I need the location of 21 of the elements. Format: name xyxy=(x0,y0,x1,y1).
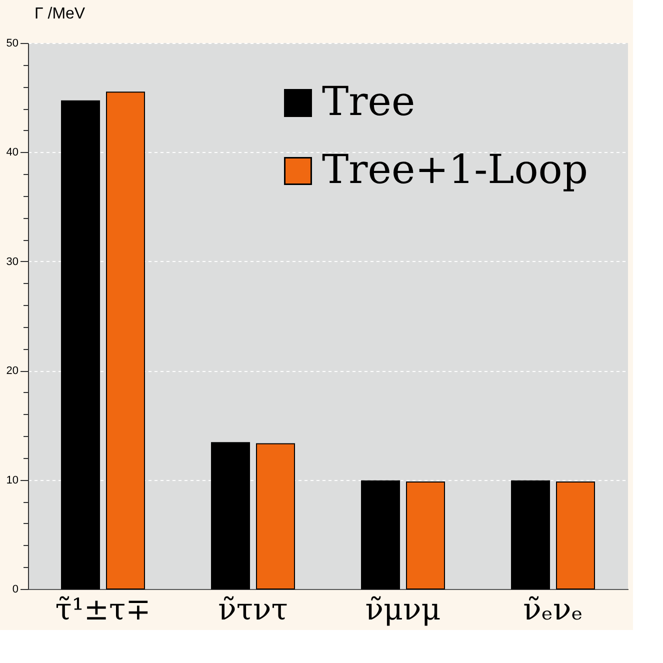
legend-label: Tree xyxy=(322,79,416,125)
y-tick-label: 50 xyxy=(6,38,18,50)
x-tick-label: ν̃ₑνₑ xyxy=(523,592,583,628)
legend-label: Tree+1-Loop xyxy=(322,147,588,193)
y-tick-label: 0 xyxy=(12,584,18,596)
x-tick-label: ν̃τντ xyxy=(218,592,288,628)
bar xyxy=(256,443,295,590)
bar xyxy=(211,442,250,590)
y-axis-title: Γ /MeV xyxy=(34,6,86,22)
y-tick-label: 10 xyxy=(6,474,18,486)
x-tick-label: τ̃¹±τ∓ xyxy=(55,592,151,628)
bar xyxy=(511,480,550,590)
bar xyxy=(106,92,145,590)
x-tick-label: ν̃μνμ xyxy=(365,592,441,628)
y-tick-label: 20 xyxy=(6,365,18,378)
bar xyxy=(406,481,445,590)
y-tick-label: 30 xyxy=(6,256,18,268)
bar xyxy=(556,481,595,590)
bar xyxy=(61,100,100,590)
bar xyxy=(361,480,400,590)
y-tick-label: 40 xyxy=(6,146,18,159)
